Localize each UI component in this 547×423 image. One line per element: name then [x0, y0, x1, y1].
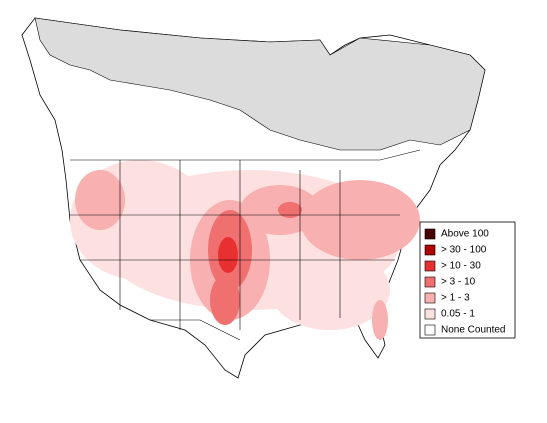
legend-swatch: [424, 228, 436, 240]
legend-label: > 1 - 3: [441, 293, 470, 304]
borders: [70, 149, 421, 341]
legend: Above 100 > 30 - 100 > 10 - 30 > 3 - 10 > 1 …: [419, 221, 516, 339]
legend-box: [419, 221, 516, 339]
legend-label: 0.05 - 1: [441, 309, 475, 320]
abundance-shading: [70, 160, 420, 340]
legend-label: > 3 - 10: [441, 277, 476, 288]
legend-label: > 30 - 100: [441, 245, 487, 256]
legend-label: Above 100: [441, 229, 489, 240]
legend-swatch: [424, 308, 436, 320]
no-data-region: [34, 17, 486, 151]
legend-swatch: [424, 260, 436, 272]
legend-label: None Counted: [441, 325, 506, 336]
legend-swatch: [424, 324, 436, 336]
legend-swatch: [424, 244, 436, 256]
legend-swatch: [424, 276, 436, 288]
legend-swatch: [424, 292, 436, 304]
legend-label: > 10 - 30: [441, 261, 481, 272]
